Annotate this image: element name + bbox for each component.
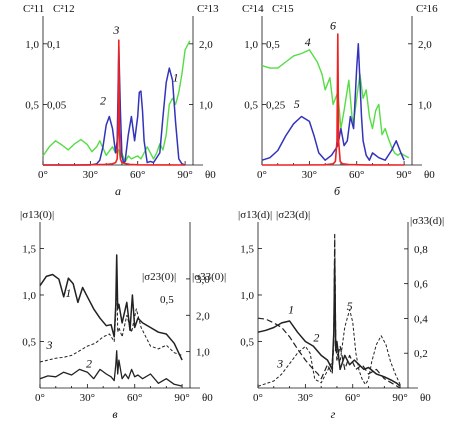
y-tick-label-left: 0,5: [25, 99, 39, 111]
series-1-line: [42, 40, 191, 163]
y-axis-label-right: C²13: [197, 3, 219, 15]
x-axis-label: θ0: [424, 169, 435, 181]
panel-caption: г: [331, 407, 336, 421]
y-tick-label-right: 1,0: [196, 347, 210, 359]
x-tick-label: 90°: [392, 392, 407, 404]
series-3-line: [43, 39, 186, 166]
y-tick-label-left: 1,5: [22, 243, 36, 255]
x-tick-label: 30°: [302, 169, 317, 181]
x-tick-label: 90°: [174, 392, 189, 404]
y-tick-label-left: 1,0: [244, 39, 258, 51]
y-axis-label-left: C²15: [272, 3, 294, 15]
x-tick-label: 60°: [127, 392, 142, 404]
y-tick-label-right: 0,8: [414, 244, 428, 256]
x-tick-label: 60°: [130, 169, 145, 181]
x-tick-label: 0°: [38, 169, 48, 181]
y-tick-label-left2: 0,5: [266, 39, 280, 51]
y-tick-label-right: 1,0: [199, 99, 213, 111]
y-tick-label-left: 1,5: [240, 243, 254, 255]
curve-label-1: 1: [173, 70, 179, 84]
panel-b: 0° 30° 60° 90° θ0 б 0,5 1,0 C²14 0,25 0,5 C²15 1,0 2,…: [242, 3, 438, 198]
y-axis-label-left: C²12: [53, 3, 75, 15]
y-tick-label-left2: 0,1: [47, 39, 61, 51]
x-tick-label: 90°: [177, 169, 192, 181]
curve-label-6: 6: [330, 18, 336, 32]
y-tick-label-left: 0,5: [244, 99, 258, 111]
y-tick-label-right: 2,0: [418, 39, 432, 51]
x-axis-label: θ0: [202, 392, 213, 404]
y-tick-label-left: 1,0: [25, 39, 39, 51]
y-tick-label-right2: 0,5: [160, 294, 174, 306]
y-tick-label-right: 0,4: [414, 313, 428, 325]
x-tick-label: 30°: [298, 392, 313, 404]
x-tick-label: 60°: [345, 392, 360, 404]
y-tick-label-right: 2,0: [196, 310, 210, 322]
y-axis-label-right: C²16: [416, 3, 438, 15]
y-tick-label-left2: 0,25: [266, 99, 286, 111]
y-tick-label-right: 2,0: [199, 39, 213, 51]
curve-label-1: 1: [288, 303, 294, 317]
x-tick-label: 30°: [83, 169, 98, 181]
x-tick-label: 0°: [253, 392, 263, 404]
y-axis-label-right: |σ33(0)|: [192, 271, 226, 283]
panel-caption: б: [334, 184, 341, 198]
curve-label-5: 5: [294, 97, 300, 111]
curve-label-3: 3: [276, 357, 283, 371]
y-tick-label-right: 0,2: [414, 348, 428, 360]
y-axis-label-left: C²14: [242, 3, 264, 15]
y-axis-label-left: |σ13(d)|: [238, 209, 272, 221]
curve-label-2: 2: [100, 93, 106, 107]
x-tick-label: 0°: [257, 169, 267, 181]
series-2-line: [257, 233, 401, 389]
series-5-line: [261, 43, 405, 161]
series-6-line: [262, 33, 405, 166]
y-axis-label-right: |σ33(d)|: [410, 215, 444, 227]
curve-label-3: 3: [45, 338, 52, 352]
series-2-line: [39, 350, 183, 387]
y-axis-label-left: |σ23(d)|: [276, 209, 310, 221]
x-axis-label: θ0: [420, 392, 431, 404]
panel-caption: в: [112, 407, 117, 421]
curve-label-5: 5: [347, 299, 353, 313]
y-tick-label-right: 1,0: [418, 99, 432, 111]
x-tick-label: 0°: [35, 392, 45, 404]
panel-a: 0° 30° 60° 90° θ0 а 0,5 1,0 C²11 0,05 0,1 C²12 1,0 2,…: [23, 3, 219, 198]
y-tick-label-left: 0,5: [240, 336, 254, 348]
y-tick-label-left: 0,5: [22, 336, 36, 348]
curve-label-1: 1: [65, 286, 71, 300]
curve-label-2: 2: [313, 330, 319, 344]
y-tick-label-right: 3,0: [196, 274, 210, 286]
y-tick-label-left2: 0,05: [47, 99, 67, 111]
y-axis-label-right: |σ23(0)|: [142, 271, 176, 283]
y-axis-label-left: |σ13(0)|: [20, 209, 54, 221]
series-3-line: [39, 266, 183, 363]
panel-caption: а: [115, 184, 121, 198]
series-3-line: [257, 244, 401, 387]
panel-g: 0° 30° 60° 90° θ0 г 0,5 1,0 1,5 |σ13(d)| |σ23(d)| 0…: [238, 209, 444, 421]
series-2-line: [43, 45, 186, 166]
y-axis-label-left: C²11: [23, 3, 44, 15]
y-tick-label-left: 1,0: [22, 290, 36, 302]
curve-label-2: 2: [86, 357, 92, 371]
curve-label-3: 3: [112, 23, 119, 37]
x-tick-label: 60°: [349, 169, 364, 181]
x-tick-label: 90°: [396, 169, 411, 181]
x-tick-label: 30°: [80, 392, 95, 404]
panel-v: 0° 30° 60° 90° θ0 в 0,5 1,0 1,5 |σ13(0)| 1,0 2,0 3,0…: [20, 209, 226, 421]
y-tick-label-right: 0,6: [414, 279, 428, 291]
curve-label-4: 4: [305, 35, 311, 49]
x-axis-label: θ0: [205, 169, 216, 181]
y-tick-label-left: 1,0: [240, 290, 254, 302]
